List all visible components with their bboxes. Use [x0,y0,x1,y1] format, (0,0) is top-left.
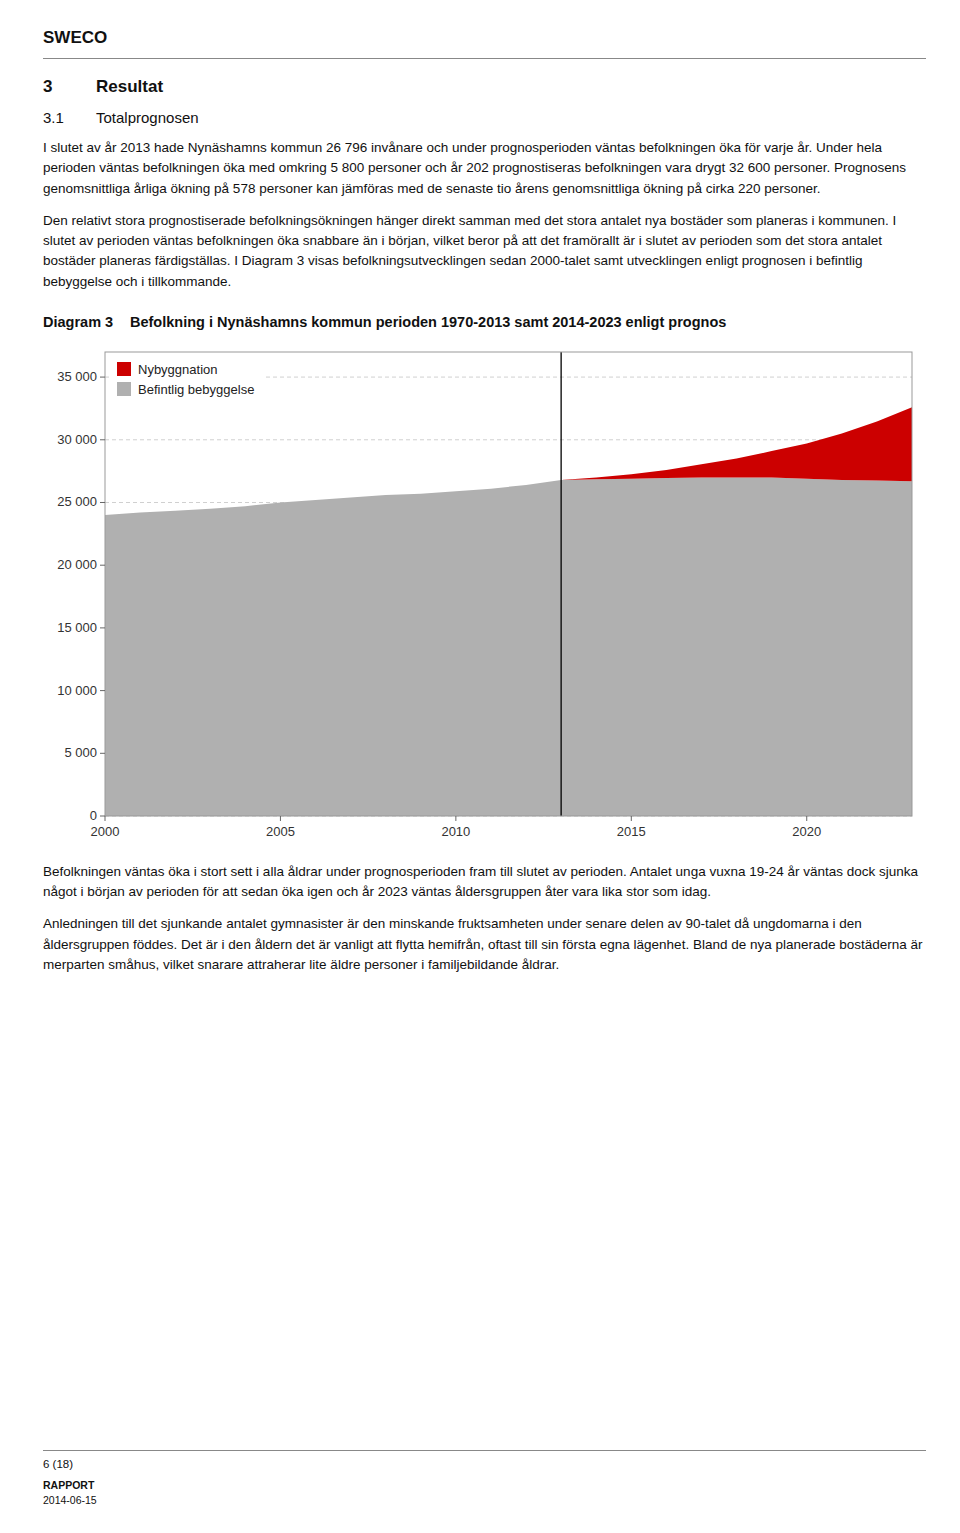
legend-swatch [117,382,131,396]
diagram-label: Diagram 3 [43,314,130,330]
subsection-heading: 3.1Totalprognosen [43,109,926,126]
x-tick-label: 2010 [441,824,470,839]
y-tick [100,627,105,628]
x-tick-label: 2015 [617,824,646,839]
x-tick [455,816,456,821]
subsection-number: 3.1 [43,109,96,126]
footer-date: 2014-06-15 [43,1493,926,1508]
y-tick [100,690,105,691]
plot-area [105,352,912,816]
subsection-title: Totalprognosen [96,109,199,126]
y-tick [100,564,105,565]
y-tick [100,439,105,440]
y-tick [100,502,105,503]
y-tick [100,376,105,377]
page: SWECO3Resultat3.1TotalprognosenI slutet … [43,28,926,975]
reference-line [560,352,561,816]
footer-page: 6 (18) [43,1456,926,1472]
area [105,477,912,816]
footer: 6 (18) RAPPORT2014-06-15 [43,1450,926,1507]
area [561,407,912,481]
y-tick-label: 20 000 [57,557,97,572]
section-heading: 3Resultat [43,77,926,97]
x-tick-label: 2005 [266,824,295,839]
y-tick-label: 0 [90,808,97,823]
chart-title: Befolkning i Nynäshamns kommun perioden … [130,314,726,330]
grid-line [105,439,912,440]
y-tick-label: 10 000 [57,682,97,697]
chart: 0 5 000 10 000 15 000 20 000 25 000 30 000 35 0… [43,340,926,850]
x-tick [631,816,632,821]
paragraph: Anledningen till det sjunkande antalet g… [43,914,926,975]
x-tick [105,816,106,821]
y-tick [100,753,105,754]
y-tick-label: 35 000 [57,369,97,384]
x-tick [280,816,281,821]
x-tick-label: 2000 [91,824,120,839]
footer-label: RAPPORT [43,1478,926,1493]
paragraph: I slutet av år 2013 hade Nynäshamns komm… [43,138,926,199]
plot-frame [105,352,912,816]
diagram-heading: Diagram 3Befolkning i Nynäshamns kommun … [43,314,926,330]
paragraph: Befolkningen väntas öka i stort sett i a… [43,862,926,903]
section-title: Resultat [96,77,163,97]
legend-background [111,357,264,405]
x-tick [806,816,807,821]
y-tick-label: 30 000 [57,432,97,447]
legend-label: Nybyggnation [138,362,218,377]
y-tick-label: 15 000 [57,620,97,635]
legend: Nybyggnation Befintlig bebyggelse [111,357,264,405]
header: SWECO [43,28,926,59]
section-number: 3 [43,77,96,97]
legend-label: Befintlig bebyggelse [138,382,254,397]
y-tick-label: 25 000 [57,494,97,509]
x-tick-label: 2020 [792,824,821,839]
y-tick [100,815,105,816]
legend-swatch [117,362,131,376]
paragraph: Den relativt stora prognostiserade befol… [43,211,926,292]
y-tick-label: 5 000 [64,745,97,760]
